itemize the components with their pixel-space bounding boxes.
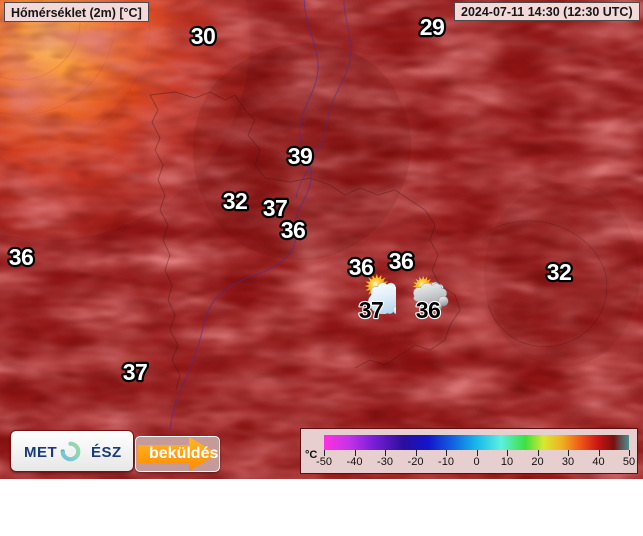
svg-text:37: 37 [359, 297, 384, 323]
svg-text:36: 36 [416, 297, 441, 323]
